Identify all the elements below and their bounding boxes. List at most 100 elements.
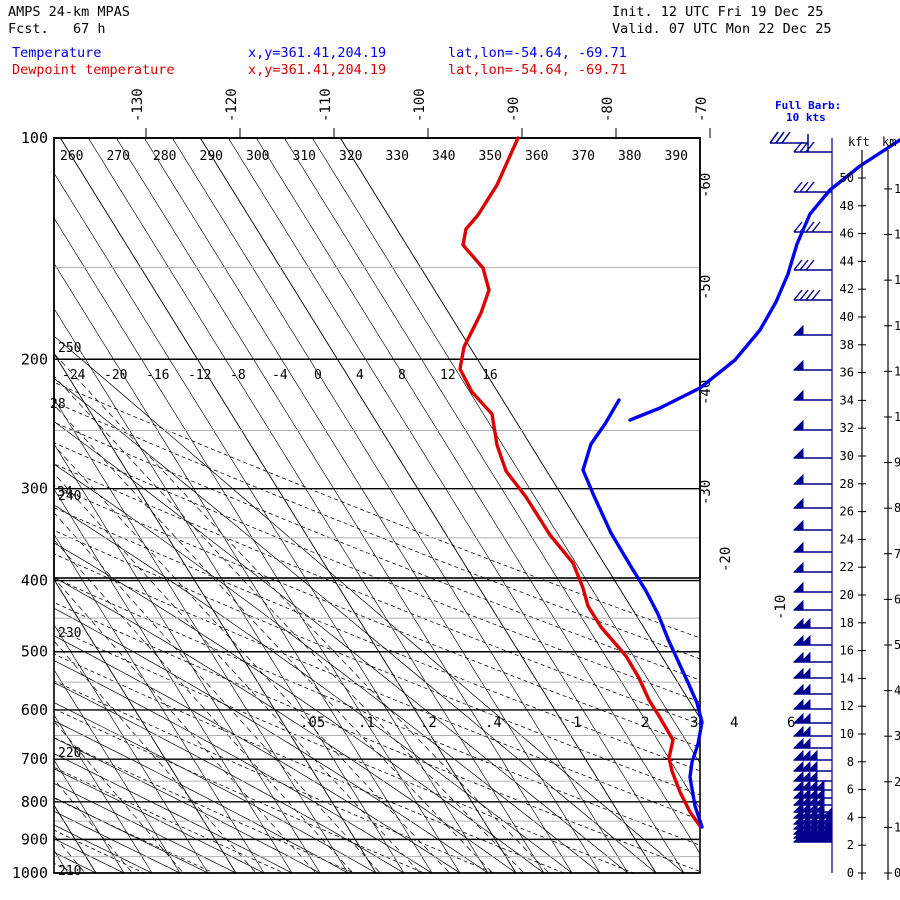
km-title: km: [882, 135, 896, 149]
isotherm: [54, 488, 293, 873]
wind-barb: [792, 725, 832, 737]
mixing-ratio-line: [54, 512, 381, 873]
wind-barb: [792, 561, 832, 573]
isotherm: [228, 138, 685, 873]
wind-barb: [792, 698, 832, 710]
kft-title: kft: [848, 135, 870, 149]
isotherm: [54, 172, 489, 873]
moist-adiabat: [54, 607, 489, 873]
wind-barb: [792, 359, 832, 371]
kft-tick-14: 14: [840, 671, 854, 685]
dry-adiabat: [54, 577, 700, 846]
km-tick-14: 14.: [894, 228, 900, 242]
wind-barb: [793, 181, 832, 193]
legend-temperature-label: Temperature: [12, 45, 102, 61]
dewpoint-curve: [581, 398, 704, 829]
kft-tick-48: 48: [840, 199, 854, 213]
isotherm-lines: [0, 138, 700, 873]
kft-tick-42: 42: [840, 282, 854, 296]
theta-top-label-370: 370: [572, 149, 595, 164]
theta-top-label-300: 300: [246, 149, 269, 164]
wind-barb-column: [792, 138, 833, 873]
kft-tick-38: 38: [840, 338, 854, 352]
moist-adiabat: [54, 576, 517, 873]
theta-left-label-210: 210: [58, 864, 81, 879]
dry-adiabat: [54, 708, 426, 873]
dry-adiabat: [54, 442, 700, 703]
moist-adiabat: [54, 421, 629, 873]
isotherm-top-label--90: -90: [506, 97, 522, 122]
isotherm-200mb-label--12: -12: [188, 368, 211, 383]
wind-barb: [792, 634, 832, 646]
pressure-tick-600: 600: [21, 701, 48, 719]
isotherm: [54, 669, 181, 873]
km-tick-10: 10.: [894, 410, 900, 424]
isotherm-200mb-label--24: -24: [62, 368, 86, 383]
wind-barb: [792, 473, 832, 485]
model-title: AMPS 24-km MPAS: [8, 4, 130, 20]
isotherm: [54, 262, 433, 873]
mixing-ratio-lines: [54, 353, 550, 873]
kft-tick-18: 18: [840, 616, 854, 630]
dry-adiabat: [54, 737, 355, 873]
kft-tick-20: 20: [840, 588, 854, 602]
pressure-tick-100: 100: [21, 129, 48, 147]
moist-adiabat: [54, 720, 349, 873]
mixing-ratio-line: [54, 640, 257, 873]
dry-adiabat: [54, 507, 700, 772]
dry-adiabat: [0, 144, 35, 888]
moist-adiabat: [54, 682, 405, 873]
km-tick-5: 5.: [894, 638, 900, 652]
isotherm: [284, 138, 700, 810]
wind-barb: [792, 801, 832, 813]
theta-top-label-260: 260: [60, 149, 83, 164]
isotherm: [54, 714, 153, 873]
mixing-ratio-line: [54, 539, 354, 873]
dewpoint-upper-curve: [628, 138, 900, 422]
isotherm: [144, 138, 601, 873]
theta-top-label-280: 280: [153, 149, 176, 164]
wind-barb: [792, 737, 832, 749]
wind-barb: [792, 683, 832, 695]
isobar-lines: [54, 137, 700, 874]
mixing-ratio-label-6: 6: [787, 715, 795, 731]
pressure-tick-700: 700: [21, 750, 48, 768]
dry-adiabat-lines: [0, 144, 700, 888]
isotherm-200mb-label--4: -4: [272, 368, 288, 383]
kft-tick-22: 22: [840, 560, 854, 574]
kft-tick-0: 0: [847, 866, 854, 880]
theta-top-label-290: 290: [200, 149, 223, 164]
mixing-ratio-line: [54, 577, 317, 873]
mixing-ratio-label-4: 4: [730, 715, 738, 731]
temperature-curve: [458, 136, 702, 828]
km-tick-15: 15.: [894, 182, 900, 196]
wind-barb: [792, 712, 832, 724]
wind-barb: [792, 770, 832, 782]
dry-adiabat: [54, 485, 700, 748]
theta-top-label-380: 380: [618, 149, 641, 164]
wind-barb: [792, 581, 832, 593]
isotherm: [256, 138, 700, 855]
isotherm-top-label--100: -100: [412, 88, 428, 122]
inner-frame: [53, 137, 701, 579]
kft-tick-10: 10: [840, 727, 854, 741]
isotherm-200mb-label-4: 4: [356, 368, 364, 383]
isotherm-top-label--70: -70: [694, 97, 710, 122]
wind-barb: [793, 259, 832, 271]
isotherm-200mb-label--20: -20: [104, 368, 127, 383]
kft-tick-24: 24: [840, 532, 854, 546]
wind-barb: [793, 289, 832, 301]
isotherm-top-label--130: -130: [130, 88, 146, 122]
mixing-ratio-label-1: 1: [573, 715, 581, 731]
mixing-ratio-label-3: 3: [690, 715, 698, 731]
moist-adiabat: [54, 851, 97, 873]
theta-top-label-350: 350: [479, 149, 502, 164]
valid-time: Valid. 07 UTC Mon 22 Dec 25: [612, 21, 832, 37]
isotherm: [88, 138, 545, 873]
dry-adiabat: [54, 829, 145, 873]
legend-temperature-latlon: lat,lon=-54.64, -69.71: [448, 45, 627, 61]
isotherm: [0, 138, 12, 873]
moist-adiabat: [54, 660, 433, 873]
isotherm: [54, 443, 321, 873]
